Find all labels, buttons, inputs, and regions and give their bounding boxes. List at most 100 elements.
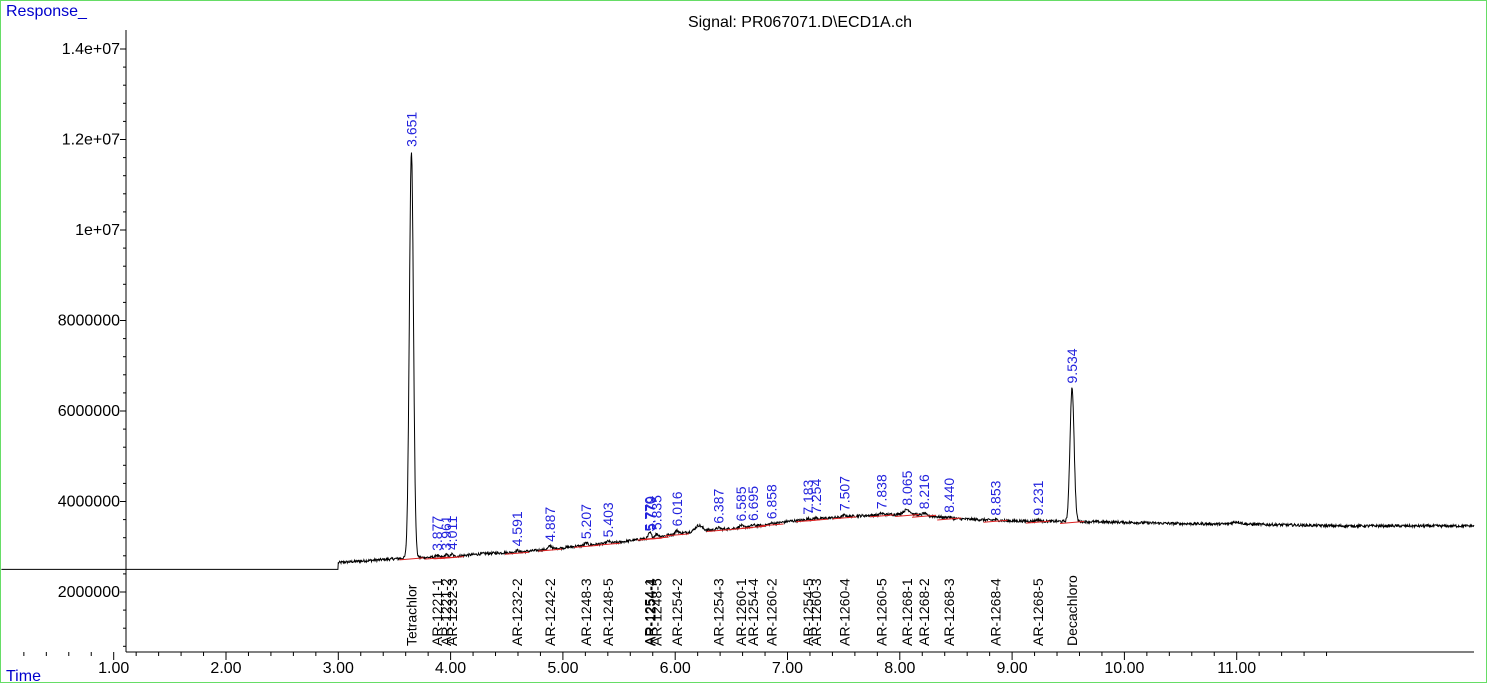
chart-axes: 1.00 2.00 3.00 4.00 5.00 6.00 7.00 8.00 9.00 10.0… bbox=[23, 30, 1474, 677]
x-tick-label: 2.00 bbox=[210, 660, 241, 677]
peak-label: 4.887 bbox=[542, 507, 558, 542]
integration-mark bbox=[504, 551, 530, 555]
peak-label: 3.877 bbox=[429, 516, 445, 551]
peak-label: 6.858 bbox=[764, 484, 780, 519]
x-tick-label: 11.00 bbox=[1217, 660, 1256, 677]
peak-label: 9.231 bbox=[1030, 480, 1046, 515]
integration-mark bbox=[759, 523, 784, 527]
peak-label: 4.591 bbox=[509, 511, 525, 546]
y-tick-label: 4000000 bbox=[58, 494, 120, 511]
y-axis-title: Response_ bbox=[6, 3, 88, 20]
peak-label: 5.835 bbox=[649, 495, 665, 530]
compound-label: AR-1248-5 bbox=[600, 578, 616, 646]
integration-mark bbox=[741, 525, 766, 529]
compound-label: AR-1248-5 bbox=[649, 578, 665, 646]
integration-mark bbox=[869, 514, 894, 518]
integration-mark bbox=[937, 517, 962, 521]
compound-label: AR-1221-1 bbox=[429, 578, 445, 646]
integration-mark bbox=[574, 544, 599, 548]
compound-label: AR-1232-3 bbox=[444, 578, 460, 646]
peak-label: 3.651 bbox=[403, 112, 419, 147]
compound-label: AR-1260-4 bbox=[836, 578, 852, 646]
x-axis-title: Time bbox=[6, 668, 41, 685]
y-tick-label: 8000000 bbox=[58, 313, 120, 330]
integration-mark bbox=[399, 557, 424, 561]
trace-layer bbox=[1, 152, 1475, 570]
compound-label: AR-1268-5 bbox=[1030, 578, 1046, 646]
y-tick-label: 1.4e+07 bbox=[62, 41, 120, 58]
compound-label: AR-1260-5 bbox=[874, 578, 890, 646]
compound-label: AR-1268-2 bbox=[916, 578, 932, 646]
integration-mark bbox=[803, 518, 829, 522]
integration-mark bbox=[895, 513, 920, 517]
x-tick-label: 7.00 bbox=[772, 660, 803, 677]
x-tick-label: 3.00 bbox=[323, 660, 354, 677]
peak-label: 5.779 bbox=[642, 496, 658, 531]
peak-label: 8.440 bbox=[941, 478, 957, 513]
integration-mark bbox=[983, 519, 1008, 523]
compound-label: AR-1242-2 bbox=[542, 578, 558, 646]
x-tick-label: 10.00 bbox=[1104, 660, 1144, 677]
peak-label: 3.961 bbox=[438, 515, 454, 550]
compound-label: AR-1268-4 bbox=[988, 578, 1004, 646]
integration-mark bbox=[1060, 520, 1085, 524]
compound-label: AR-1221-2 bbox=[438, 578, 454, 646]
integration-mark bbox=[1025, 520, 1051, 524]
compound-label: AR-1232-2 bbox=[509, 578, 525, 646]
compound-label: AR-1260-3 bbox=[808, 578, 824, 646]
integration-mark bbox=[664, 533, 690, 537]
peak-label: 7.838 bbox=[874, 474, 890, 509]
x-tick-label: 5.00 bbox=[547, 660, 578, 677]
integration-mark bbox=[596, 542, 621, 546]
y-tick-label: 1e+07 bbox=[75, 222, 120, 239]
compound-label: Decachloro bbox=[1064, 575, 1080, 646]
integration-mark bbox=[538, 548, 563, 552]
compound-label: AR-1254-3 bbox=[711, 578, 727, 646]
peak-label: 6.585 bbox=[733, 486, 749, 521]
compound-label: AR-1254-2 bbox=[669, 578, 685, 646]
peak-label: 5.403 bbox=[600, 502, 616, 537]
compound-label: AR-1254-4 bbox=[642, 578, 658, 646]
peak-label: 5.207 bbox=[578, 504, 594, 539]
integration-mark bbox=[644, 536, 669, 540]
x-tick-label: 6.00 bbox=[660, 660, 691, 677]
x-tick-label: 9.00 bbox=[997, 660, 1028, 677]
compound-label: AR-1268-3 bbox=[941, 578, 957, 646]
peak-label: 8.065 bbox=[899, 470, 915, 505]
peak-label: 8.216 bbox=[916, 474, 932, 509]
y-tick-label: 1.2e+07 bbox=[62, 132, 120, 149]
peak-label: 7.507 bbox=[836, 476, 852, 511]
compound-label: AR-1254-5 bbox=[800, 578, 816, 646]
chart-title: Signal: PR067071.D\ECD1A.ch bbox=[688, 14, 912, 31]
compound-label: Tetrachlor bbox=[403, 584, 419, 646]
compound-label: AR-1260-2 bbox=[764, 578, 780, 646]
y-tick-label: 2000000 bbox=[58, 584, 120, 601]
compound-label: AR-1268-1 bbox=[899, 578, 915, 646]
compound-label: AR-1254-4 bbox=[745, 578, 761, 646]
integration-mark bbox=[439, 556, 464, 560]
peak-label: 4.011 bbox=[444, 516, 460, 550]
y-tick-label: 6000000 bbox=[58, 403, 120, 420]
x-tick-label: 8.00 bbox=[884, 660, 915, 677]
compound-label: AR-1260-1 bbox=[733, 578, 749, 646]
compound-label: AR-1248-3 bbox=[578, 578, 594, 646]
integration-mark bbox=[832, 516, 857, 520]
x-tick-label: 4.00 bbox=[435, 660, 466, 677]
peak-label: 7.183 bbox=[800, 479, 816, 514]
peak-label: 7.254 bbox=[808, 479, 824, 514]
compound-label: AR-1254-1 bbox=[641, 578, 657, 646]
peak-label: 6.016 bbox=[669, 491, 685, 526]
compound-labels: Tetrachlor AR-1221-1AR-1221-2AR-1232-3 AR-… bbox=[403, 575, 1080, 646]
integration-mark bbox=[706, 529, 731, 533]
x-tick-label: 1.00 bbox=[98, 660, 129, 677]
peak-label: 6.695 bbox=[745, 486, 761, 521]
peak-label: 8.853 bbox=[988, 480, 1004, 515]
peak-label: 6.387 bbox=[711, 488, 727, 523]
peak-label: 9.534 bbox=[1064, 348, 1080, 383]
signal-trace bbox=[1, 152, 1475, 570]
peak-label: 5.770 bbox=[641, 496, 657, 531]
